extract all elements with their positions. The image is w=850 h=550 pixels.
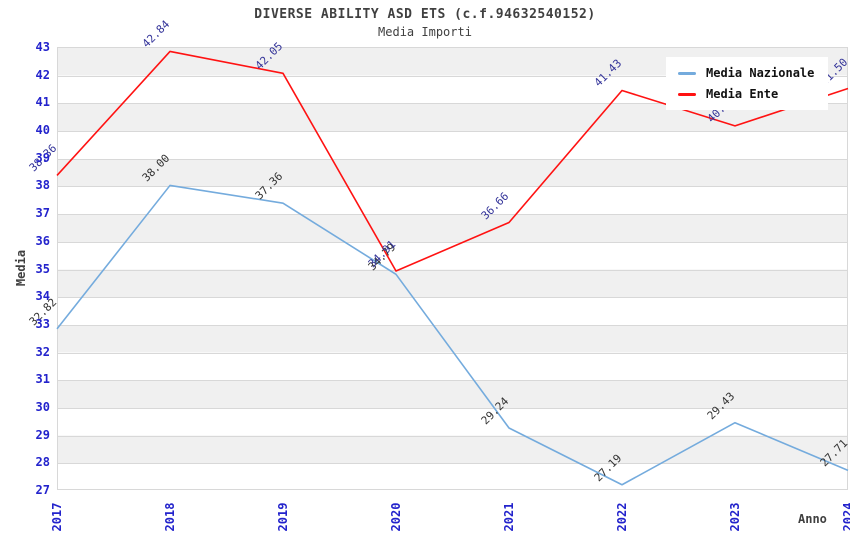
legend-item-media-ente: Media Ente — [678, 87, 814, 101]
gridline — [58, 324, 847, 326]
gridline — [58, 380, 847, 382]
gridline — [58, 352, 847, 354]
gridline — [58, 131, 847, 133]
gridline — [58, 214, 847, 216]
x-tick-label: 2019 — [276, 502, 290, 532]
x-tick-label: 2024 — [841, 502, 850, 532]
x-tick-label: 2018 — [163, 502, 177, 532]
y-tick-label: 28 — [35, 455, 50, 470]
y-tick-label: 38 — [35, 178, 50, 193]
y-tick-label: 33 — [35, 316, 50, 331]
y-tick-label: 35 — [35, 261, 50, 276]
legend-line-swatch-ente-icon — [678, 92, 696, 96]
x-tick-label: 2023 — [728, 502, 742, 532]
y-tick-label: 40 — [35, 123, 50, 138]
x-tick-label: 2017 — [50, 502, 64, 532]
gridline — [58, 269, 847, 271]
gridline — [58, 103, 847, 105]
gridline — [58, 297, 847, 299]
x-tick-label: 2021 — [502, 502, 516, 532]
chart-subtitle: Media Importi — [378, 25, 472, 39]
x-tick-label: 2022 — [615, 502, 629, 532]
gridline — [58, 435, 847, 437]
series-lines — [56, 50, 849, 486]
y-tick-label: 39 — [35, 150, 50, 165]
legend-label: Media Nazionale — [706, 66, 815, 80]
legend: Media Nazionale Media Ente — [666, 57, 829, 110]
y-tick-label: 32 — [35, 344, 50, 359]
y-tick-label: 41 — [35, 95, 50, 110]
gridline — [58, 463, 847, 465]
y-axis-title: Media — [14, 249, 28, 287]
line-media-ente — [56, 50, 849, 272]
y-tick-label: 36 — [35, 233, 50, 248]
x-axis-title: Anno — [798, 512, 827, 526]
y-tick-label: 42 — [35, 67, 50, 82]
chart-title: DIVERSE ABILITY ASD ETS (c.f.94632540152… — [254, 7, 596, 22]
x-tick-label: 2020 — [389, 502, 403, 532]
y-tick-label: 43 — [35, 40, 50, 54]
gridline — [58, 186, 847, 188]
gridline — [58, 241, 847, 243]
y-tick-label: 37 — [35, 206, 50, 221]
legend-label: Media Ente — [706, 87, 779, 101]
y-tick-label: 27 — [35, 483, 50, 497]
y-tick-label: 31 — [35, 372, 50, 387]
gridline — [58, 158, 847, 160]
legend-item-media-nazionale: Media Nazionale — [678, 66, 814, 80]
y-tick-label: 29 — [35, 427, 50, 442]
gridline — [58, 75, 847, 77]
legend-line-swatch-nazionale-icon — [678, 71, 696, 75]
line-media-nazionale — [56, 184, 849, 486]
y-tick-label: 34 — [35, 289, 50, 304]
gridline — [58, 407, 847, 409]
y-tick-label: 30 — [35, 399, 50, 414]
